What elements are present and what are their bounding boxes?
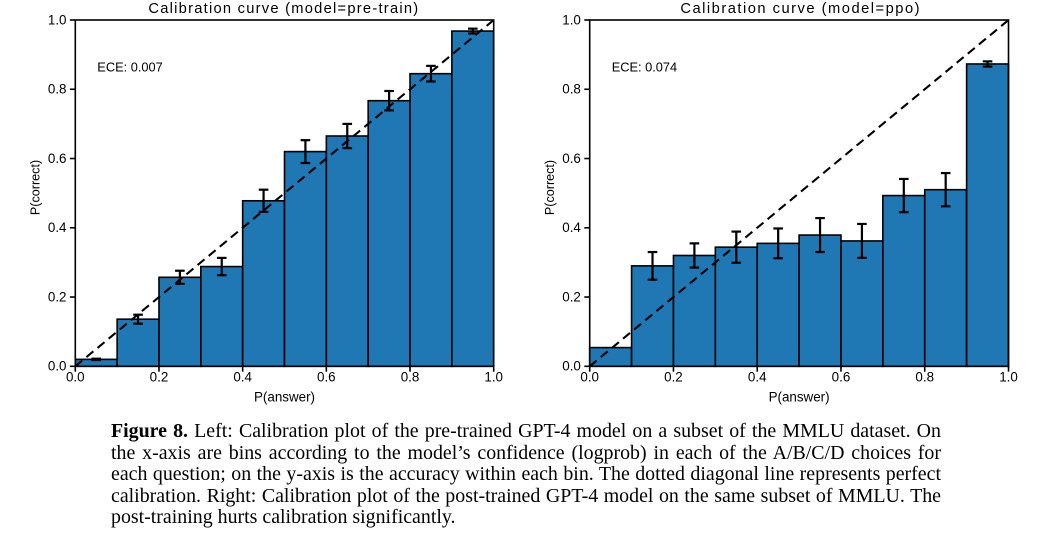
svg-text:P(correct): P(correct) — [543, 160, 557, 215]
svg-text:ECE: 0.007: ECE: 0.007 — [97, 60, 162, 75]
svg-text:1.0: 1.0 — [562, 12, 581, 27]
svg-text:0.6: 0.6 — [562, 151, 581, 166]
svg-text:Calibration curve (model=ppo): Calibration curve (model=ppo) — [680, 1, 921, 17]
svg-text:1.0: 1.0 — [48, 12, 67, 27]
svg-text:0.6: 0.6 — [317, 370, 336, 385]
svg-text:0.2: 0.2 — [48, 289, 67, 304]
svg-text:P(answer): P(answer) — [769, 389, 830, 404]
svg-text:0.8: 0.8 — [48, 82, 67, 97]
svg-text:0.4: 0.4 — [748, 370, 767, 385]
svg-text:ECE: 0.074: ECE: 0.074 — [612, 60, 677, 75]
svg-text:0.0: 0.0 — [562, 359, 581, 374]
svg-text:0.4: 0.4 — [233, 370, 252, 385]
svg-text:0.2: 0.2 — [562, 289, 581, 304]
svg-text:0.4: 0.4 — [48, 220, 67, 235]
svg-text:0.8: 0.8 — [915, 370, 934, 385]
svg-text:0.6: 0.6 — [832, 370, 851, 385]
svg-text:0.0: 0.0 — [66, 370, 85, 385]
svg-text:0.2: 0.2 — [664, 370, 683, 385]
svg-text:0.4: 0.4 — [562, 220, 581, 235]
svg-text:Calibration curve (model=pre-t: Calibration curve (model=pre-train) — [148, 1, 419, 17]
svg-text:1.0: 1.0 — [999, 370, 1018, 385]
svg-text:1.0: 1.0 — [484, 370, 503, 385]
svg-text:P(correct): P(correct) — [29, 160, 43, 215]
svg-text:0.0: 0.0 — [48, 359, 67, 374]
svg-text:0.8: 0.8 — [562, 82, 581, 97]
svg-text:P(answer): P(answer) — [254, 389, 315, 404]
svg-text:0.2: 0.2 — [150, 370, 169, 385]
svg-text:0.6: 0.6 — [48, 151, 67, 166]
svg-text:0.8: 0.8 — [401, 370, 420, 385]
svg-text:0.0: 0.0 — [580, 370, 599, 385]
